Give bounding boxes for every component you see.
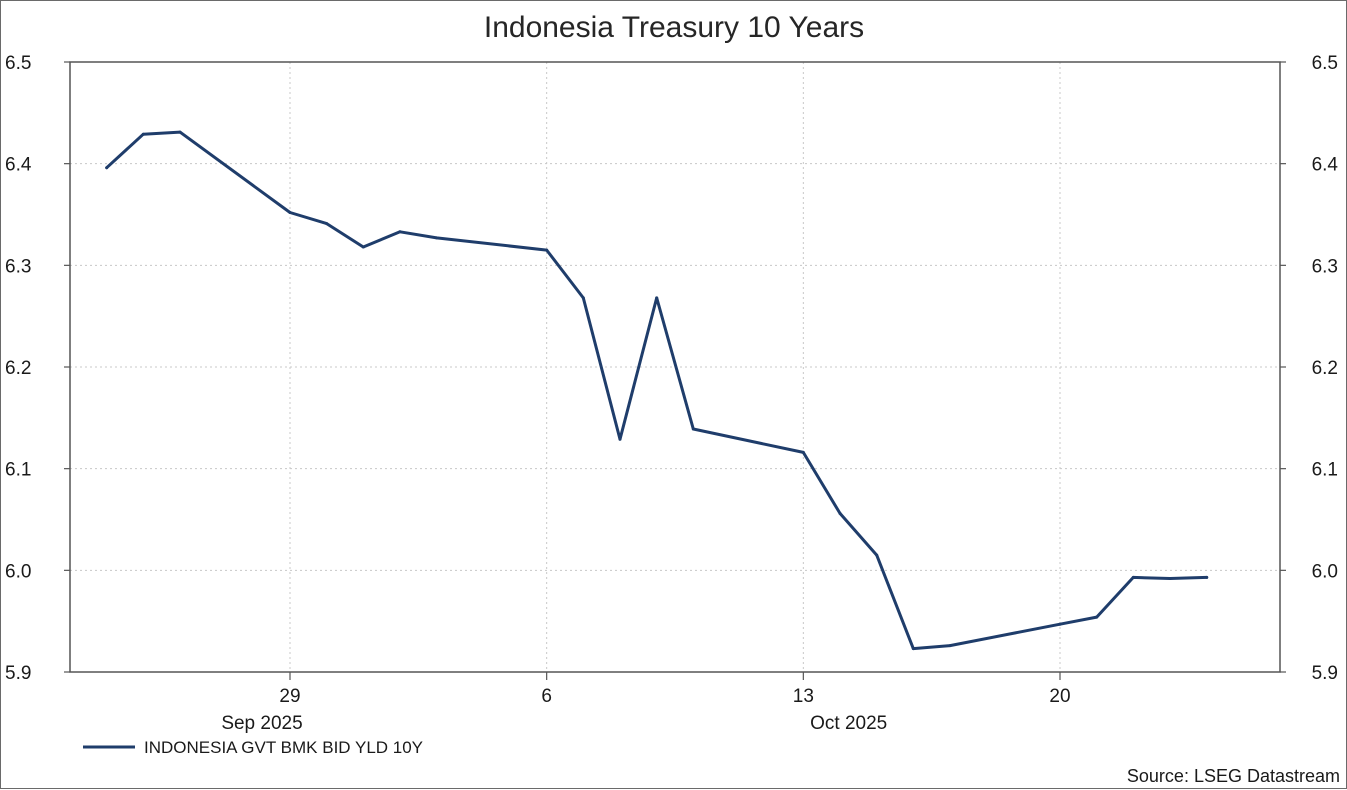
data-point [618,437,622,441]
series-line-0 [105,130,1209,651]
source-label: Source: LSEG Datastream [1127,766,1340,786]
data-point [655,296,659,300]
x-month-label: Oct 2025 [810,713,887,734]
y-tick-label-left: 6.3 [5,256,31,277]
y-tick-label-right: 6.3 [1312,256,1338,277]
y-tick-label-right: 6.4 [1312,155,1339,176]
data-point [325,222,329,226]
y-tick-label-right: 6.0 [1312,561,1338,582]
y-tick-label-left: 5.9 [5,663,31,684]
y-tick-label-left: 6.1 [5,460,31,481]
y-axis-ticks: 5.9 5.9 6.0 6.0 6.1 6.1 6.2 6.2 6.3 6.3 6.4 6.4 6.5 6… [5,53,1338,684]
data-point [398,230,402,234]
data-point [545,248,549,252]
x-tick-label: 6 [541,686,552,707]
data-point [948,644,952,648]
data-point [105,166,109,170]
x-tick-label: 13 [793,686,814,707]
data-point [1205,575,1209,579]
legend: INDONESIA GVT BMK BID YLD 10Y [83,738,423,757]
data-point [1058,622,1062,626]
x-axis-ticks: 29 6 13 20 Sep 2025 Oct 2025 [221,672,1071,734]
data-point [875,553,879,557]
y-tick-label-right: 6.1 [1312,460,1338,481]
y-tick-label-left: 6.5 [5,53,31,74]
y-tick-label-right: 6.2 [1312,358,1338,379]
data-point [911,647,915,651]
data-point [1095,615,1099,619]
data-point [801,450,805,454]
x-tick-label: 20 [1049,686,1070,707]
x-month-label: Sep 2025 [221,713,302,734]
y-tick-label-right: 6.5 [1312,53,1338,74]
data-point [178,130,182,134]
series-layer [105,130,1209,651]
data-point [838,511,842,515]
data-point [581,296,585,300]
x-tick-label: 29 [279,686,300,707]
y-tick-label-left: 6.4 [5,155,32,176]
data-point [288,211,292,214]
data-point [435,236,439,240]
chart-title: Indonesia Treasury 10 Years [484,11,864,44]
y-tick-label-left: 6.0 [5,561,31,582]
y-tick-label-right: 5.9 [1312,663,1338,684]
data-point [1131,575,1135,579]
data-point [141,132,145,136]
data-point [1168,577,1172,580]
legend-label: INDONESIA GVT BMK BID YLD 10Y [144,738,423,757]
data-point [691,427,695,431]
y-tick-label-left: 6.2 [5,358,31,379]
data-point [361,245,365,249]
